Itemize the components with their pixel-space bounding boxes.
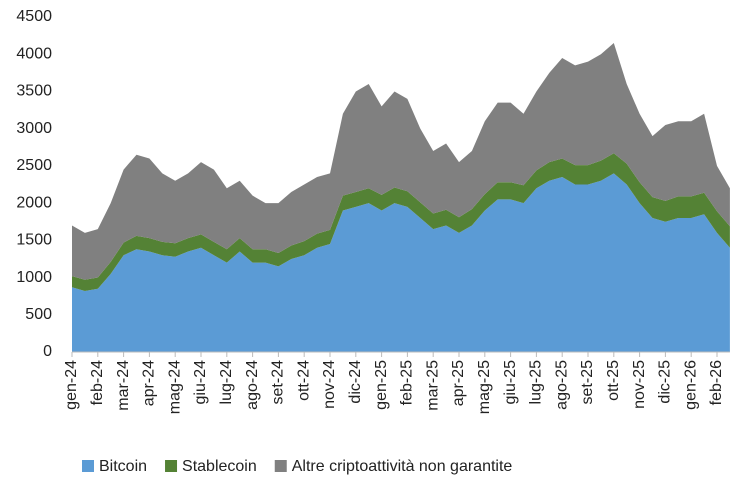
x-tick-label: nov-24 <box>321 360 338 409</box>
y-tick-label: 4000 <box>16 45 52 62</box>
x-tick-label: mar-25 <box>424 360 441 411</box>
y-tick-label: 500 <box>25 306 52 323</box>
x-tick-label: giu-25 <box>502 360 519 405</box>
x-tick-label: mag-25 <box>476 360 493 414</box>
y-tick-label: 1000 <box>16 269 52 286</box>
x-tick-label: mag-24 <box>166 360 183 414</box>
x-tick-label: lug-24 <box>218 360 235 405</box>
y-tick-label: 3000 <box>16 120 52 137</box>
x-tick-label: ago-25 <box>553 360 570 410</box>
x-tick-label: ott-24 <box>295 360 312 401</box>
area <box>72 43 730 280</box>
y-tick-label: 3500 <box>16 83 52 100</box>
x-tick-label: dic-24 <box>347 360 364 404</box>
x-tick-label: set-25 <box>579 360 596 405</box>
legend-swatch <box>82 460 94 472</box>
legend-label: Altre criptoattività non garantite <box>292 458 513 475</box>
x-tick-label: apr-25 <box>450 360 467 406</box>
legend-label: Bitcoin <box>99 458 147 475</box>
x-tick-label: feb-24 <box>89 360 106 405</box>
x-tick-label: feb-25 <box>399 360 416 405</box>
x-tick-label: mar-24 <box>115 360 132 411</box>
x-tick-label: gen-26 <box>682 360 699 410</box>
area <box>72 173 730 352</box>
y-tick-label: 1500 <box>16 232 52 249</box>
legend-label: Stablecoin <box>182 458 257 475</box>
x-tick-label: giu-24 <box>192 360 209 405</box>
x-tick-label: gen-25 <box>373 360 390 410</box>
x-tick-label: dic-25 <box>657 360 674 404</box>
y-tick-label: 0 <box>43 343 52 360</box>
legend-swatch <box>165 460 178 472</box>
y-tick-label: 2000 <box>16 194 52 211</box>
x-tick-label: ott-25 <box>605 360 622 401</box>
x-tick-label: gen-24 <box>63 360 80 410</box>
x-tick-label: nov-25 <box>631 360 648 409</box>
x-tick-label: apr-24 <box>141 360 158 406</box>
x-tick-label: ago-24 <box>244 360 261 410</box>
legend-swatch <box>274 460 287 472</box>
y-tick-label: 2500 <box>16 157 52 174</box>
x-tick-label: lug-25 <box>528 360 545 405</box>
x-tick-label: set-24 <box>270 360 287 405</box>
y-tick-label: 4500 <box>16 8 52 25</box>
x-tick-label: feb-26 <box>708 360 725 405</box>
